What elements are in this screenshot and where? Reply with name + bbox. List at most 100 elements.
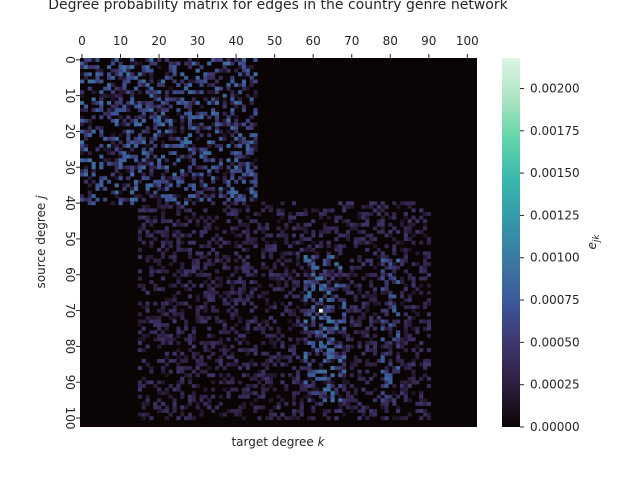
heatmap-cell — [126, 169, 131, 173]
heatmap-cell — [164, 186, 169, 191]
heatmap-cell — [133, 122, 139, 127]
heatmap-cell — [176, 158, 181, 163]
heatmap-cell — [288, 416, 293, 421]
heatmap-cell — [311, 283, 316, 288]
heatmap-cell — [187, 412, 193, 417]
heatmap-cell — [199, 251, 204, 256]
heatmap-cell — [411, 308, 416, 313]
heatmap-cell — [211, 111, 216, 116]
heatmap-cell — [353, 362, 358, 367]
heatmap-cell — [160, 341, 166, 345]
heatmap-cell — [160, 323, 166, 327]
colorbar — [502, 58, 520, 427]
heatmap-cell — [153, 208, 158, 213]
heatmap-cell — [164, 229, 169, 234]
heatmap-cell — [299, 358, 304, 363]
heatmap-cell — [230, 97, 235, 102]
heatmap-cell — [284, 226, 289, 231]
heatmap-cell — [137, 387, 142, 392]
heatmap-cell — [372, 272, 378, 277]
heatmap-cell — [388, 348, 393, 353]
heatmap-cell — [114, 161, 119, 166]
heatmap-cell — [342, 287, 347, 292]
heatmap-cell — [295, 294, 300, 299]
heatmap-cell — [226, 86, 231, 91]
heatmap-cell — [276, 394, 281, 399]
heatmap-cell — [415, 409, 420, 413]
heatmap-cell — [361, 409, 366, 413]
heatmap-cell — [276, 337, 281, 342]
heatmap-cell — [149, 194, 154, 199]
heatmap-cell — [322, 229, 327, 234]
heatmap-cell — [330, 308, 335, 313]
heatmap-cell — [141, 412, 146, 417]
heatmap-cell — [106, 158, 112, 163]
heatmap-cell — [187, 233, 193, 238]
heatmap-cell — [245, 247, 250, 252]
heatmap-cell — [145, 258, 150, 263]
heatmap-cell — [203, 158, 208, 163]
heatmap-cell — [253, 305, 258, 310]
heatmap-cell — [241, 247, 247, 252]
heatmap-cell — [357, 287, 362, 292]
heatmap-cell — [326, 409, 331, 413]
heatmap-cell — [214, 58, 220, 62]
heatmap-cell — [130, 190, 135, 195]
heatmap-cell — [403, 366, 408, 370]
heatmap-cell — [241, 283, 247, 288]
heatmap-cell — [265, 323, 270, 327]
heatmap-cell — [187, 140, 193, 145]
heatmap-cell — [80, 93, 85, 98]
heatmap-cell — [238, 72, 243, 77]
heatmap-cell — [423, 305, 428, 310]
heatmap-cell — [299, 290, 304, 295]
heatmap-cell — [245, 394, 250, 399]
heatmap-cell — [91, 65, 96, 70]
heatmap-cell — [133, 100, 139, 105]
heatmap-cell — [380, 226, 385, 231]
heatmap-cell — [176, 136, 181, 141]
heatmap-cell — [91, 97, 96, 102]
heatmap-cell — [157, 204, 162, 209]
heatmap-cell — [157, 93, 162, 98]
heatmap-cell — [141, 176, 146, 181]
heatmap-cell — [361, 387, 366, 392]
heatmap-cell — [311, 298, 316, 302]
heatmap-cell — [268, 276, 274, 281]
heatmap-cell — [396, 351, 401, 356]
heatmap-cell — [191, 391, 196, 396]
heatmap-cell — [195, 115, 200, 120]
heatmap-cell — [195, 90, 200, 95]
heatmap-cell — [407, 366, 412, 370]
heatmap-cell — [261, 391, 266, 396]
heatmap-cell — [396, 344, 401, 349]
heatmap-cell — [249, 265, 254, 270]
heatmap-cell — [187, 100, 193, 105]
heatmap-cell — [399, 362, 405, 367]
heatmap-cell — [284, 258, 289, 263]
heatmap-cell — [106, 72, 112, 77]
heatmap-cell — [164, 194, 169, 199]
heatmap-cell — [249, 308, 254, 313]
heatmap-cell — [203, 280, 208, 284]
heatmap-cell — [268, 204, 274, 209]
heatmap-cell — [357, 344, 362, 349]
heatmap-cell — [141, 337, 146, 342]
heatmap-cell — [214, 358, 220, 363]
heatmap-cell — [172, 255, 177, 259]
heatmap-cell — [299, 412, 304, 417]
heatmap-cell — [118, 93, 123, 98]
heatmap-cell — [114, 194, 119, 199]
heatmap-cell — [218, 244, 223, 249]
heatmap-cell — [268, 341, 274, 345]
heatmap-cell — [322, 387, 327, 392]
heatmap-cell — [118, 90, 123, 95]
heatmap-cell — [187, 194, 193, 199]
heatmap-cell — [372, 387, 378, 392]
heatmap-cell — [318, 362, 324, 367]
heatmap-cell — [365, 358, 370, 363]
heatmap-cell — [157, 118, 162, 123]
heatmap-cell — [157, 387, 162, 392]
heatmap-cell — [345, 394, 351, 399]
heatmap-cell — [253, 72, 258, 77]
